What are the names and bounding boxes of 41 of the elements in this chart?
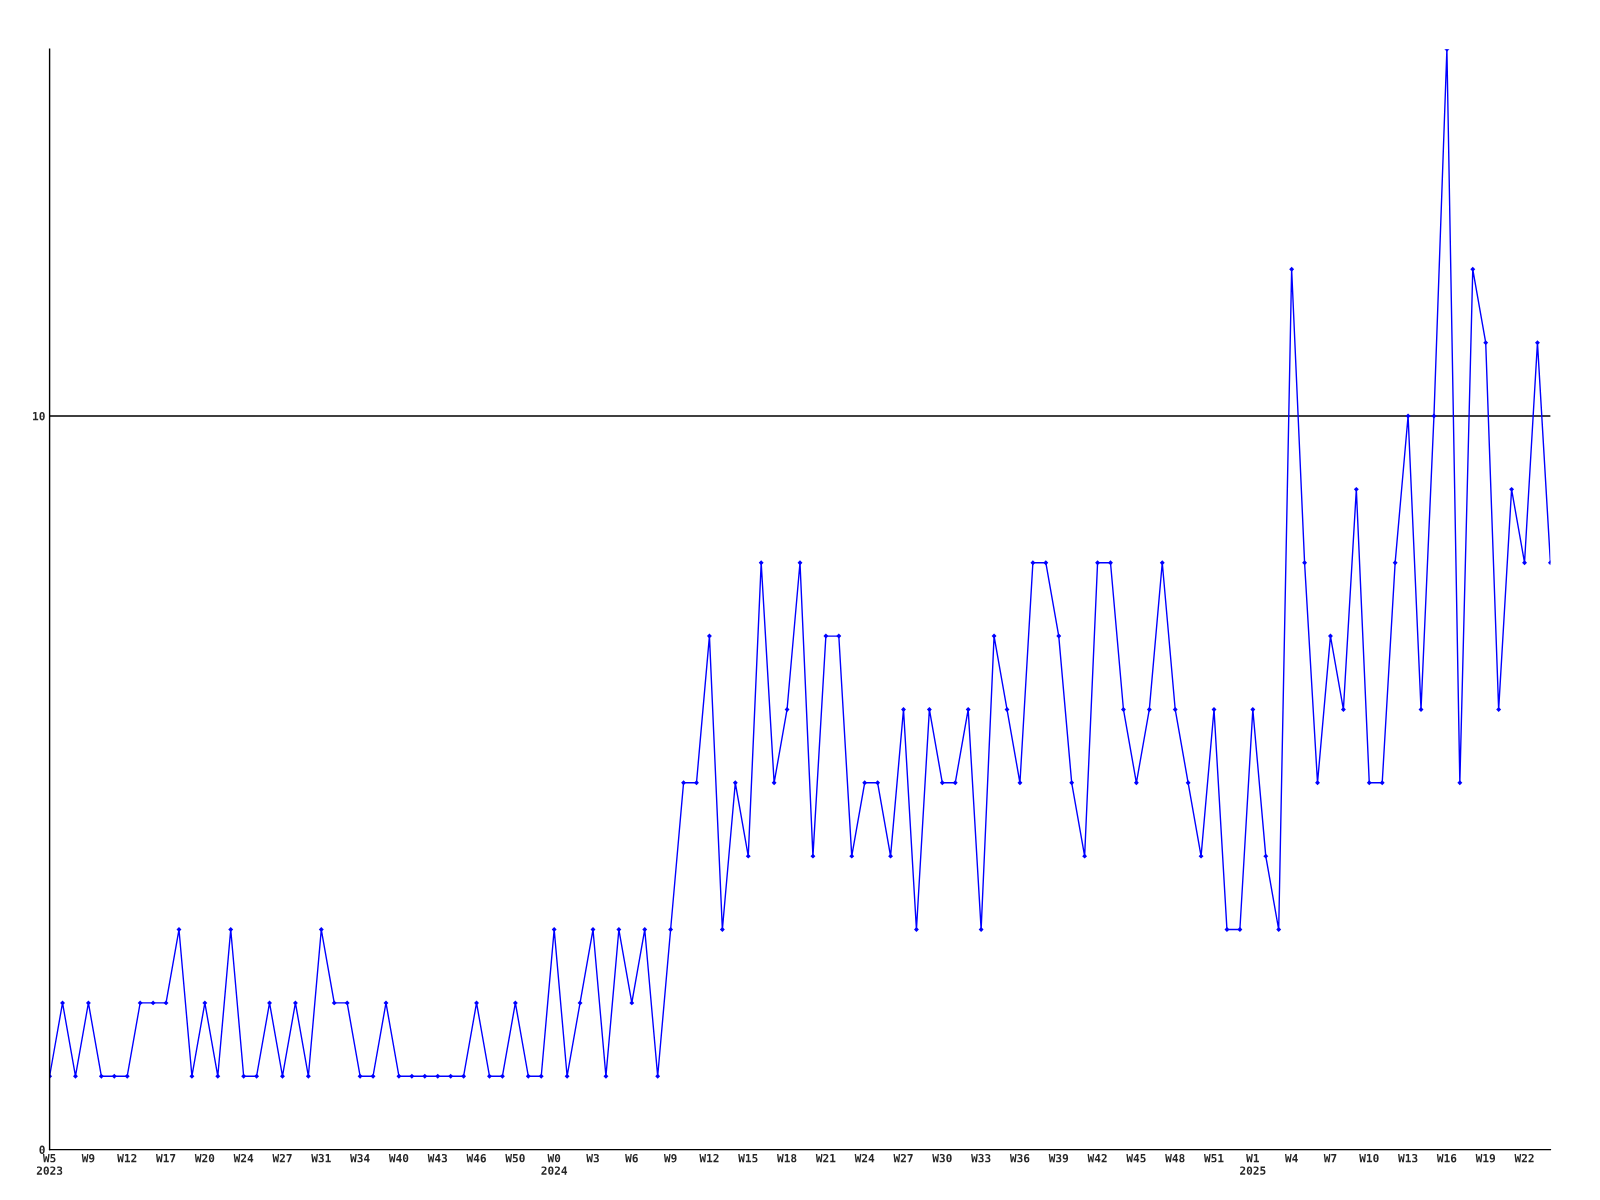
x-tick-label: W6 bbox=[625, 1153, 638, 1163]
y-tick-label: 0 bbox=[39, 1145, 45, 1154]
x-tick-label: W16 bbox=[1436, 1153, 1457, 1163]
x-tick-label: W19 bbox=[1475, 1154, 1496, 1163]
x-tick-label: W42 bbox=[1087, 1153, 1107, 1163]
x-tick-label: W50 bbox=[505, 1153, 525, 1163]
x-tick-label: W40 bbox=[388, 1153, 409, 1163]
x-tick-label: W30 bbox=[932, 1153, 952, 1163]
x-tick-label: W10 bbox=[1359, 1153, 1379, 1163]
x-tick-label: W13 bbox=[1398, 1153, 1418, 1163]
x-tick-label: W33 bbox=[971, 1153, 991, 1163]
x-tick-label: W18 bbox=[777, 1153, 797, 1163]
x-tick-label: W3 bbox=[586, 1153, 599, 1163]
x-tick-label: W12 bbox=[117, 1153, 137, 1163]
x-tick-label: W7 bbox=[1323, 1154, 1337, 1163]
x-tick-label: W5 2023 bbox=[36, 1154, 63, 1175]
x-tick-label: W17 bbox=[156, 1154, 176, 1163]
x-tick-label: W51 bbox=[1203, 1154, 1224, 1163]
x-tick-label: W24 bbox=[854, 1153, 875, 1163]
x-tick-label: W24 bbox=[233, 1153, 254, 1163]
x-tick-label: W22 bbox=[1514, 1153, 1534, 1163]
x-tick-label: W48 bbox=[1165, 1153, 1185, 1163]
x-tick-label: W46 bbox=[466, 1153, 486, 1163]
x-tick-label: W1 2025 bbox=[1240, 1154, 1266, 1175]
x-tick-label: W31 bbox=[311, 1153, 331, 1163]
x-tick-label: W9 bbox=[81, 1154, 95, 1163]
y-tick-label: 10 bbox=[33, 411, 45, 421]
x-tick-label: W39 bbox=[1048, 1153, 1069, 1163]
x-tick-label: W21 bbox=[815, 1153, 836, 1163]
x-tick-label: W4 bbox=[1284, 1154, 1298, 1163]
x-tick-label: W0 2024 bbox=[541, 1153, 568, 1175]
x-tick-label: W34 bbox=[350, 1153, 370, 1163]
x-tick-label: W27 bbox=[893, 1153, 913, 1163]
x-tick-label: W36 bbox=[1009, 1153, 1030, 1163]
x-tick-label: W15 bbox=[738, 1154, 758, 1163]
x-tick-label: W43 bbox=[427, 1153, 448, 1163]
x-tick-label: W27 bbox=[272, 1153, 292, 1163]
x-tick-label: W12 bbox=[699, 1153, 719, 1163]
x-tick-label: W9 bbox=[663, 1154, 677, 1163]
x-tick-label: W20 bbox=[194, 1153, 215, 1163]
x-tick-label: W45 bbox=[1126, 1154, 1146, 1163]
